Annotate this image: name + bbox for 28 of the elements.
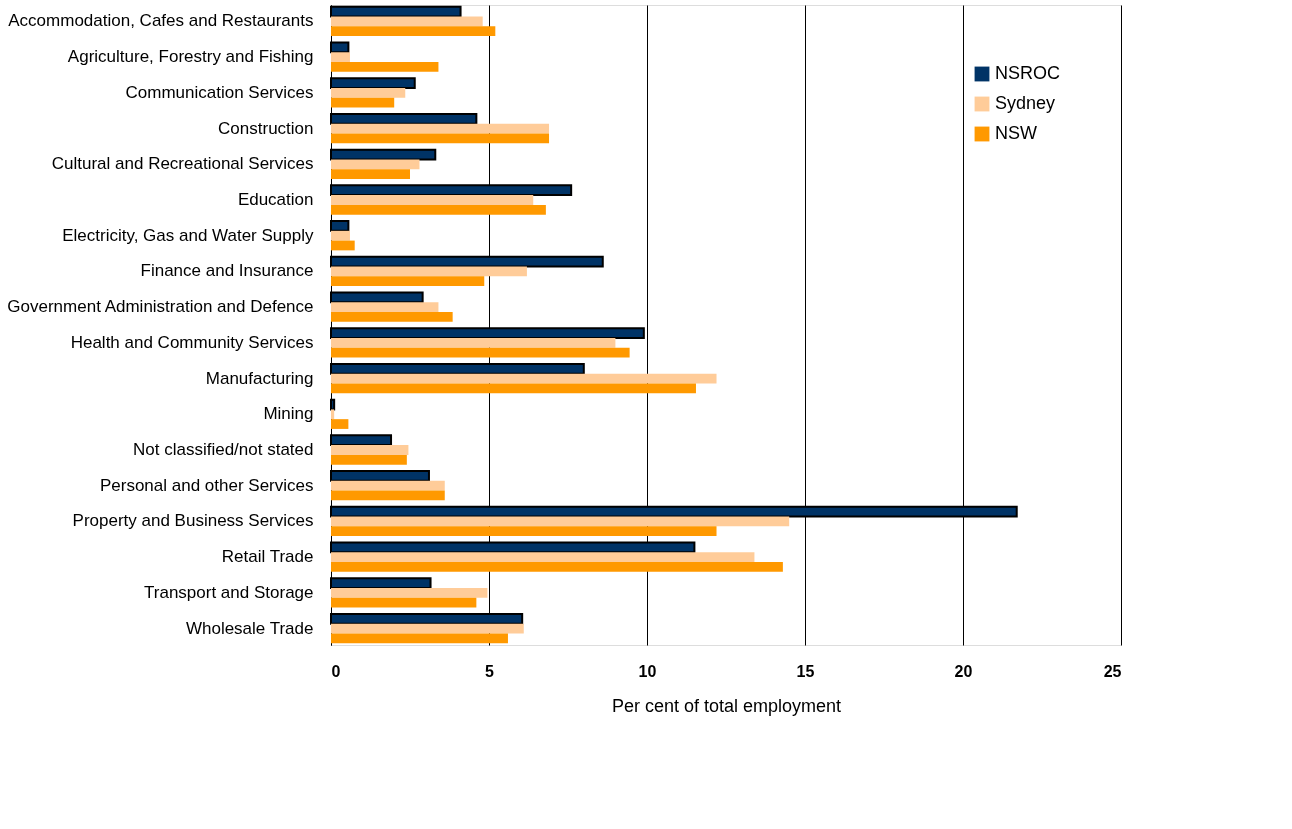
y-tick-label: Health and Community Services [70,332,314,352]
y-tick-label: Manufacturing [205,368,314,388]
x-tick-label: 0 [331,662,341,680]
y-tick-label: Retail Trade [221,547,314,567]
x-tick-label: 5 [485,662,495,680]
y-tick-label: Cultural and Recreational Services [51,154,314,174]
y-tick-label: Electricity, Gas and Water Supply [62,225,314,245]
x-axis-title: Per cent of total employment [611,695,842,716]
y-tick-label: Personal and other Services [99,475,314,495]
legend-label: NSROC [995,63,1061,83]
y-tick-label: Wholesale Trade [185,618,314,638]
x-tick-label: 25 [1103,662,1122,680]
y-tick-label: Agriculture, Forestry and Fishing [67,47,314,67]
y-tick-label: Construction [218,118,314,138]
x-tick-label: 15 [796,662,815,680]
y-tick-label: Transport and Storage [144,582,314,602]
y-tick-label: Finance and Insurance [140,261,314,281]
y-tick-label: Communication Services [125,82,314,102]
legend-label: Sydney [995,93,1056,113]
y-tick-label: Education [237,190,314,209]
y-tick-label: Government Administration and Defence [7,297,314,317]
y-tick-label: Accommodation, Cafes and Restaurants [8,11,314,31]
y-tick-label: Not classified/not stated [133,440,314,459]
legend-label: NSW [995,123,1037,143]
y-tick-label: Mining [263,404,314,424]
x-tick-label: 10 [638,662,657,680]
x-tick-label: 20 [954,662,973,680]
y-tick-label: Property and Business Services [72,511,314,531]
